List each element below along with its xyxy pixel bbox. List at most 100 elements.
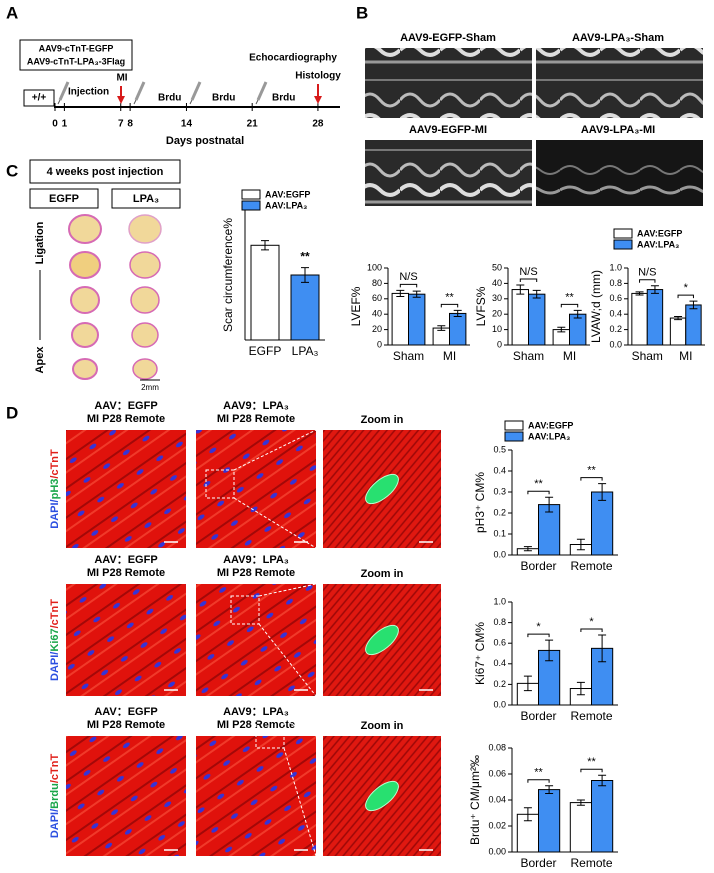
y-tick-label: 0.4 (493, 658, 506, 668)
x-tick-label: Sham (393, 349, 424, 363)
x-tick-label: MI (679, 349, 692, 363)
legend-swatch (504, 420, 524, 431)
error-bar (576, 799, 585, 806)
y-axis-label: LVFS% (474, 286, 488, 326)
x-tick-label: Sham (632, 349, 663, 363)
significance-bracket (527, 490, 550, 495)
group-label: LPA₃ (133, 193, 159, 205)
vector-box (19, 39, 133, 71)
micrograph-title: AAV：EGFP (94, 706, 157, 718)
heart-slice (71, 322, 99, 348)
heading-box (29, 159, 181, 184)
significance-bracket (580, 768, 603, 773)
y-tick-label: 0.02 (488, 820, 506, 830)
significance-bracket (519, 278, 538, 282)
micrograph (196, 736, 316, 856)
micrograph (66, 430, 186, 548)
syringe-needle (255, 99, 259, 105)
significance: N/S (399, 271, 417, 283)
significance: ** (445, 291, 454, 303)
y-axis-label: Brdu⁺ CM/μm²‰ (468, 755, 482, 845)
legend-label: AAV:LPA₃ (265, 200, 307, 210)
y-tick-label: 50 (492, 262, 502, 272)
error-bar (598, 483, 607, 501)
micrograph-title: Zoom in (361, 414, 404, 426)
micrograph-title: MI P28 Remote (217, 413, 295, 425)
bar (538, 789, 561, 853)
legend-label: AAV:LPA₃ (637, 239, 679, 249)
micrograph-title: MI P28 Remote (87, 567, 165, 579)
histology-heading: 4 weeks post injection (47, 166, 164, 178)
significance: ** (587, 756, 596, 768)
group-box (29, 188, 99, 209)
error-bar (576, 681, 585, 696)
y-tick-label: 0 (497, 339, 502, 349)
significance: ** (534, 478, 543, 490)
y-tick-label: 1.0 (609, 262, 622, 272)
heart-slice (68, 214, 102, 244)
bar (528, 293, 546, 346)
error-bar (557, 326, 566, 333)
bar (685, 304, 702, 346)
bar (669, 317, 687, 346)
day-label: 21 (247, 119, 259, 130)
y-tick-label: 0.3 (493, 486, 506, 496)
micrograph (66, 584, 186, 696)
stain-label: DAPI/Ki67/cTnT (49, 599, 61, 681)
echo-title: AAV9-EGFP-Sham (400, 32, 496, 44)
stain-part: pH3 (49, 479, 61, 500)
y-tick-label: 20 (372, 324, 382, 334)
bar (569, 802, 592, 853)
bar (511, 289, 529, 346)
y-tick-label: 100 (367, 262, 382, 272)
y-tick-label: 40 (372, 309, 382, 319)
significance: ** (300, 250, 310, 264)
error-bar (301, 267, 309, 283)
y-axis-label: pH3⁺ CM% (473, 472, 487, 533)
x-tick-label: Remote (570, 856, 612, 870)
heart-slices (68, 214, 162, 380)
group-box (111, 188, 181, 209)
significance-bracket (580, 628, 603, 632)
zoom-box (255, 719, 285, 749)
y-tick-label: 0.0 (609, 339, 622, 349)
y-tick-label: 0.2 (609, 324, 622, 334)
error-bar (532, 289, 541, 299)
bar (631, 292, 648, 346)
error-bar (396, 289, 405, 297)
syringe (58, 81, 70, 101)
y-axis-label: Ki67⁺ CM% (473, 622, 487, 685)
legend-swatch (504, 431, 524, 442)
stain-part: DAPI/ (49, 809, 61, 838)
micrograph-title: MI P28 Remote (87, 719, 165, 731)
error-bar (545, 785, 554, 794)
y-tick-label: 30 (492, 293, 502, 303)
syringe-needle (57, 99, 61, 105)
scale-label: 2mm (141, 383, 159, 392)
stain-part: /cTnT (49, 754, 61, 784)
genotype-box (23, 89, 55, 107)
heart-slice (129, 251, 161, 279)
error-bar (576, 538, 585, 551)
x-tick-label: EGFP (249, 344, 282, 358)
significance: ** (565, 291, 574, 303)
echo-image (536, 48, 703, 118)
echo-title: AAV9-LPA₃-Sham (572, 32, 664, 44)
y-tick-label: 0.08 (488, 742, 506, 752)
heart-slice (130, 286, 160, 314)
error-bar (412, 290, 421, 298)
bar (408, 293, 426, 346)
timeline-xlabel: Days postnatal (166, 135, 244, 147)
micrograph (196, 430, 316, 548)
legend-label: AAV:LPA₃ (528, 431, 570, 441)
bar (591, 491, 614, 556)
micrograph-title: AAV9：LPA₃ (223, 706, 289, 718)
error-bar (635, 291, 644, 296)
stain-part: Brdu (49, 783, 61, 809)
day-label: 0 (52, 119, 58, 130)
heart-slice (131, 322, 159, 348)
error-bar (598, 634, 607, 663)
red-arrowhead (314, 96, 322, 104)
x-tick-label: Border (520, 709, 556, 723)
